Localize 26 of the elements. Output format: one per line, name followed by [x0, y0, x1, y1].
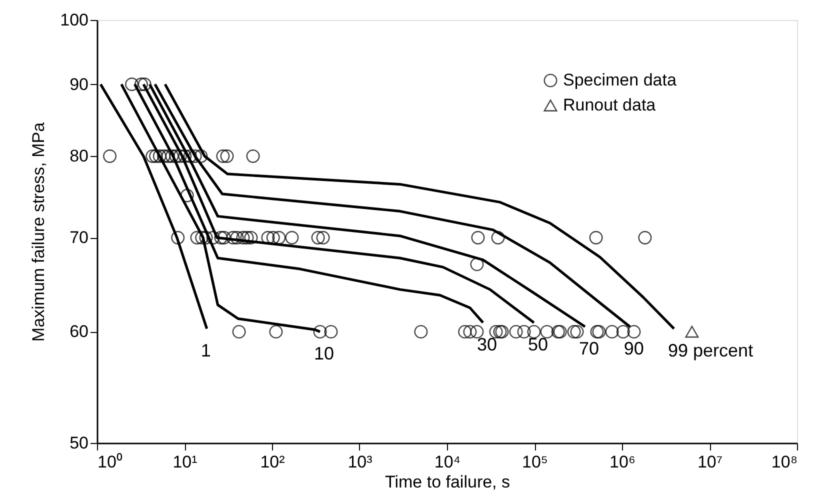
x-tick-label: 10⁵ — [522, 452, 548, 472]
y-tick-label: 80 — [70, 146, 88, 166]
series-label: 70 — [579, 338, 600, 359]
x-tick-label: 10⁴ — [434, 452, 461, 472]
y-tick-label: 60 — [70, 322, 88, 342]
x-tick-label: 10³ — [348, 452, 373, 472]
x-axis-title: Time to failure, s — [384, 472, 510, 492]
x-tick-label: 10⁰ — [98, 452, 122, 472]
y-tick-label: 70 — [70, 228, 88, 248]
series-label: 50 — [528, 334, 548, 355]
x-tick-label: 10¹ — [172, 452, 198, 472]
legend-label: Specimen data — [563, 70, 677, 90]
series-label: 30 — [477, 334, 498, 355]
y-tick-label: 50 — [70, 434, 88, 452]
series-label: 99 percent — [668, 340, 754, 361]
x-tick-label: 10² — [260, 452, 286, 472]
x-tick-label: 10⁸ — [771, 452, 798, 472]
series-label: 10 — [314, 344, 334, 364]
x-tick-label: 10⁶ — [610, 452, 636, 472]
y-axis-title: Maximum failure stress, MPa — [29, 122, 48, 342]
x-tick-label: 10⁷ — [697, 452, 723, 472]
series-label: 1 — [200, 340, 211, 361]
series-label: 90 — [624, 338, 644, 359]
y-tick-label: 90 — [70, 74, 88, 94]
legend-label: Runout data — [563, 96, 656, 114]
y-tick-label: 100 — [60, 10, 88, 30]
